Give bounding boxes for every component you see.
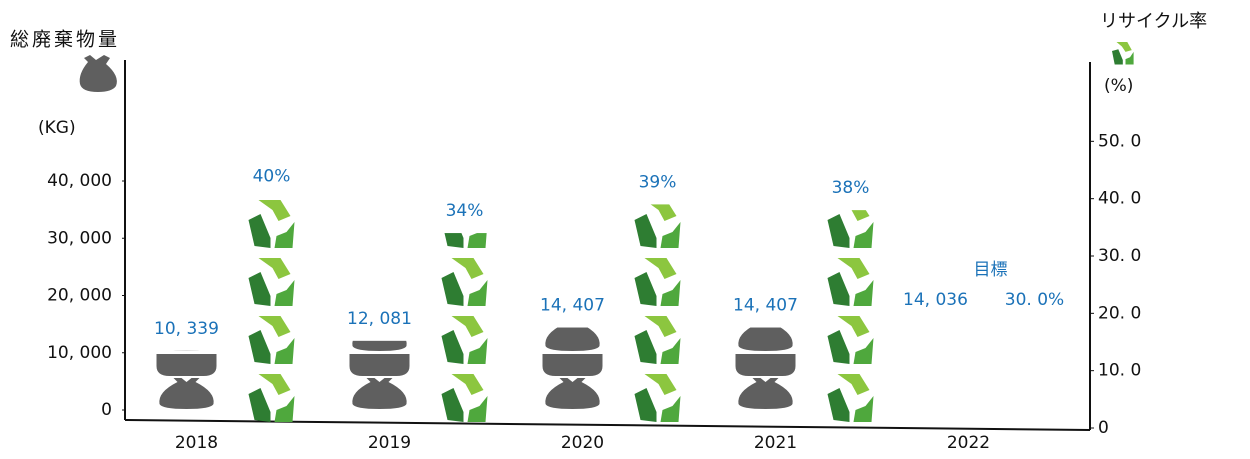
y-title: 総廃棄物量 <box>10 29 120 51</box>
waste-bar <box>732 327 799 410</box>
y-tick-label: 0 <box>101 400 112 420</box>
recycle-label: 40% <box>253 167 291 187</box>
x-tick-label: 2018 <box>175 433 218 453</box>
x-tick-label: 2021 <box>754 433 797 453</box>
x-tick-label: 2022 <box>947 433 990 453</box>
y2-unit: (%) <box>1104 76 1133 96</box>
recycle-label: 38% <box>832 178 870 198</box>
waste-bar <box>539 327 606 410</box>
y2-tick-label: 40. 0 <box>1098 189 1141 209</box>
y2-tick-label: 10. 0 <box>1098 361 1141 381</box>
waste-label: 14, 407 <box>540 296 605 316</box>
waste-icon <box>79 55 117 92</box>
y2-tick-label: 0 <box>1098 418 1109 438</box>
waste-label: 14, 407 <box>733 296 798 316</box>
y-tick-label: 20, 000 <box>47 286 112 306</box>
waste-label: 10, 339 <box>154 319 219 339</box>
y2-title: リサイクル率 <box>1100 11 1207 32</box>
y-tick-label: 30, 000 <box>47 228 112 248</box>
recycle-label: 39% <box>639 172 677 192</box>
recycle-icon <box>1112 42 1134 65</box>
y-unit: (KG) <box>38 118 76 138</box>
y2-tick-label: 20. 0 <box>1098 303 1141 323</box>
y2-tick-label: 50. 0 <box>1098 131 1141 151</box>
waste-bar <box>346 340 413 410</box>
recycle-bar <box>246 198 297 428</box>
recycle-label: 34% <box>446 201 484 221</box>
y2-tick-label: 30. 0 <box>1098 246 1141 266</box>
y-tick-label: 10, 000 <box>47 343 112 363</box>
target-waste-label: 14, 036 <box>903 290 968 310</box>
waste-bar <box>153 350 220 410</box>
x-tick-label: 2020 <box>561 433 604 453</box>
x-tick-label: 2019 <box>368 433 411 453</box>
target-annotation: 目標 <box>974 260 1008 280</box>
recycle-bar <box>825 210 876 428</box>
y-tick-label: 40, 000 <box>47 171 112 191</box>
recycle-bar <box>632 204 683 428</box>
recycle-bar <box>439 233 490 428</box>
waste-label: 12, 081 <box>347 309 412 329</box>
target-recycle-label: 30. 0% <box>1005 290 1064 310</box>
